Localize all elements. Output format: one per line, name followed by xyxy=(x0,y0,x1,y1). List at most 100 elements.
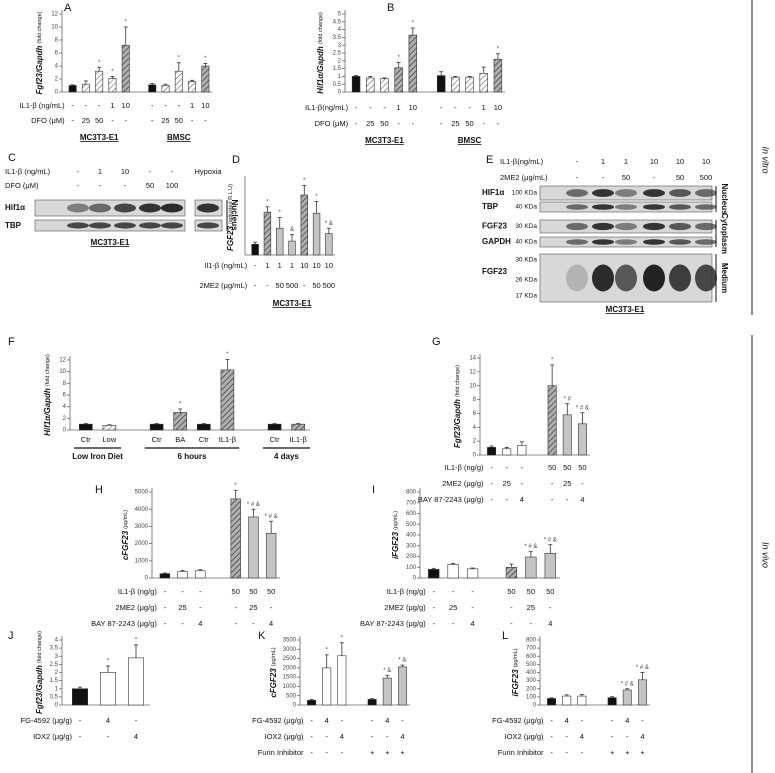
bar xyxy=(394,67,403,93)
condition-value: - xyxy=(99,181,102,190)
bar xyxy=(562,695,572,706)
y-tick-label: 2 xyxy=(55,77,59,83)
bar xyxy=(397,666,407,706)
blot-band xyxy=(615,204,637,210)
condition-value: - xyxy=(565,732,568,741)
y-tick-label: 3000 xyxy=(283,647,297,653)
condition-value: + xyxy=(385,748,390,757)
y-tick-label: 5000 xyxy=(135,490,149,496)
blot-band xyxy=(615,189,637,197)
y-tick-label: 200 xyxy=(406,554,417,560)
y-label-unit: (pg/mL) xyxy=(393,511,399,530)
blot-band xyxy=(643,239,665,245)
condition-value: - xyxy=(199,603,202,612)
bar-label: Ctr xyxy=(152,435,163,444)
condition-label: Furin Inhibitor xyxy=(498,748,544,757)
bar xyxy=(465,76,474,93)
bar xyxy=(307,700,317,706)
condition-value: 1 xyxy=(601,157,605,166)
condition-value: 1 xyxy=(482,103,486,112)
condition-value: 50 xyxy=(249,587,257,596)
condition-value: - xyxy=(270,603,273,612)
bar xyxy=(577,695,587,706)
panel-letter: I xyxy=(372,484,375,496)
condition-value: - xyxy=(325,748,328,757)
condition-value: 1 xyxy=(190,101,194,110)
compartment-label: Cytoplasm xyxy=(720,213,729,254)
y-tick-label: 2 xyxy=(338,58,342,64)
bar xyxy=(102,425,117,431)
condition-value: - xyxy=(471,587,474,596)
condition-value: 4 xyxy=(548,619,552,628)
bar xyxy=(188,81,197,93)
y-tick-label: 3.5 xyxy=(333,35,342,41)
condition-label: IOX2 (μg/g) xyxy=(33,732,72,741)
bar xyxy=(544,552,556,579)
condition-value: 4 xyxy=(385,716,389,725)
y-axis-label: FGF23 (adjusted R.L.U) xyxy=(226,184,235,251)
y-tick-label: 700 xyxy=(526,646,537,652)
condition-value: 25 xyxy=(563,479,571,488)
blot-band xyxy=(643,222,665,231)
condition-value: 10 xyxy=(494,103,502,112)
y-tick-label: 3000 xyxy=(135,524,149,530)
condition-value: - xyxy=(234,619,237,628)
condition-value: - xyxy=(566,495,569,504)
bar xyxy=(525,556,537,579)
blot-band xyxy=(139,203,161,213)
condition-value: - xyxy=(550,748,553,757)
significance-label: * & xyxy=(383,668,391,674)
y-tick-label: 0 xyxy=(145,576,149,582)
y-tick-label: 500 xyxy=(526,662,537,668)
y-label-unit: (pg/mL) xyxy=(123,510,129,529)
y-tick-label: 400 xyxy=(406,533,417,539)
bar xyxy=(159,573,171,579)
bar xyxy=(351,76,361,93)
condition-value: - xyxy=(71,101,74,110)
bar xyxy=(201,65,210,93)
y-tick-label: 600 xyxy=(406,511,417,517)
condition-value: - xyxy=(471,603,474,612)
condition-value: - xyxy=(550,732,553,741)
y-tick-label: 0 xyxy=(55,703,59,709)
y-label-main: cFGF23 xyxy=(121,530,130,560)
significance-label: * xyxy=(179,402,182,408)
y-axis-label: iFGF23(pg/mL) xyxy=(391,511,400,559)
blot-band xyxy=(615,264,637,292)
y-tick-label: 2 xyxy=(55,670,59,676)
bar xyxy=(577,423,587,456)
panel-letter: K xyxy=(258,630,266,642)
compartment-label: Nucleus xyxy=(720,183,729,215)
condition-value: 1 xyxy=(290,261,294,270)
condition-value: 500 xyxy=(323,281,336,290)
y-axis-label: cFGF23(pg/mL) xyxy=(121,510,130,560)
condition-value: 4 xyxy=(340,732,344,741)
band-label: GAPDH xyxy=(482,237,511,246)
y-tick-label: 4 xyxy=(473,425,477,431)
bar xyxy=(466,568,479,579)
bar xyxy=(267,423,282,431)
significance-label: * # & xyxy=(636,665,649,671)
y-tick-label: 8 xyxy=(55,38,59,44)
bar xyxy=(265,532,277,579)
y-axis-label: iFGF23(pg/mL) xyxy=(511,648,520,696)
significance-label: * xyxy=(551,358,554,364)
condition-label: 2ME2 (μg/g) xyxy=(442,479,484,488)
y-tick-label: 100 xyxy=(406,565,417,571)
blot-band xyxy=(161,203,183,213)
y-tick-label: 14 xyxy=(469,356,476,362)
condition-label: 2ME2 (μg/g) xyxy=(384,603,426,612)
significance-label: * xyxy=(125,20,128,26)
bar xyxy=(325,233,333,256)
y-tick-label: 800 xyxy=(406,490,417,496)
bar xyxy=(161,85,170,93)
condition-value: 50 xyxy=(465,119,473,128)
significance-label: * # xyxy=(564,396,572,402)
condition-label: FG-4592 (μg/g) xyxy=(21,716,73,725)
condition-value: - xyxy=(310,732,313,741)
bar xyxy=(108,78,117,93)
y-tick-label: 10 xyxy=(59,369,66,375)
blot-band xyxy=(615,239,637,245)
condition-value: - xyxy=(549,603,552,612)
condition-value: 50 xyxy=(546,587,554,596)
